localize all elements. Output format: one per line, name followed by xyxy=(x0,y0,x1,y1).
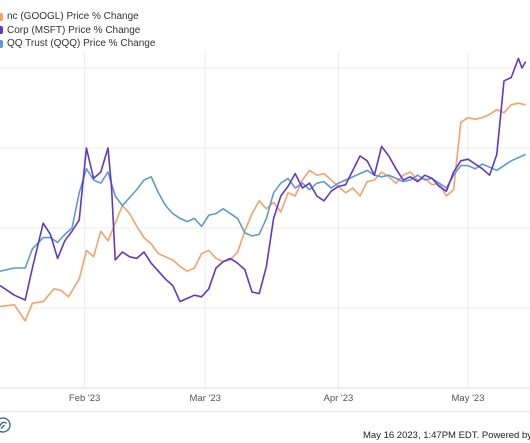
chart: Feb '23 Mar '23 Apr '23 May '23 xyxy=(0,52,530,404)
legend-label-googl: nc (GOOGL) Price % Change xyxy=(7,11,139,23)
series-lines xyxy=(0,57,527,322)
legend-item-googl: nc (GOOGL) Price % Change xyxy=(0,10,155,24)
legend-label-msft: Corp (MSFT) Price % Change xyxy=(7,24,141,36)
series-line-msft xyxy=(0,57,527,303)
ycharts-logo-icon[interactable] xyxy=(0,416,12,439)
x-tick-label: Mar '23 xyxy=(190,393,221,404)
legend-label-qqq: QQ Trust (QQQ) Price % Change xyxy=(7,38,156,50)
footer-timestamp: May 16 2023, 1:47PM EDT. Powered by xyxy=(363,430,530,441)
series-line-qqq xyxy=(0,153,526,272)
legend-item-msft: Corp (MSFT) Price % Change xyxy=(0,24,155,38)
x-tick-label: Feb '23 xyxy=(69,393,100,404)
legend-swatch-qqq xyxy=(0,39,3,48)
series-line-googl xyxy=(0,102,526,322)
legend: nc (GOOGL) Price % Change Corp (MSFT) Pr… xyxy=(0,10,155,51)
x-tick-label: Apr '23 xyxy=(323,393,353,404)
legend-item-qqq: QQ Trust (QQQ) Price % Change xyxy=(0,37,155,51)
x-axis: Feb '23 Mar '23 Apr '23 May '23 xyxy=(69,393,485,404)
legend-swatch-msft xyxy=(0,26,3,35)
chart-footer: May 16 2023, 1:47PM EDT. Powered by xyxy=(0,411,530,443)
x-tick-label: May '23 xyxy=(452,393,485,404)
legend-swatch-googl xyxy=(0,12,3,21)
